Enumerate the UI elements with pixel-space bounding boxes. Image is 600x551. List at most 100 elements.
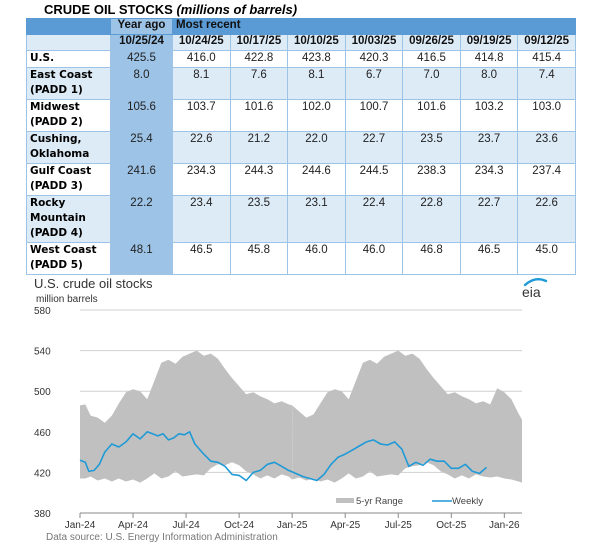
- stock-value: 238.3: [402, 163, 461, 196]
- stock-value: 22.7: [459, 195, 519, 243]
- row-label: Gulf Coast (PADD 3): [26, 163, 111, 196]
- stock-value: 7.0: [402, 67, 461, 100]
- header-date: 10/03/25: [344, 34, 404, 51]
- stock-value: 100.7: [344, 99, 404, 132]
- stock-value: 237.4: [517, 163, 576, 196]
- table-date-header-row: 10/25/24 10/24/25 10/17/25 10/10/25 10/03/25…: [26, 34, 576, 51]
- stock-value: 22.6: [172, 131, 231, 164]
- stock-value: 420.3: [344, 50, 404, 68]
- stock-value: 23.6: [517, 131, 576, 164]
- stock-value: 101.6: [402, 99, 461, 132]
- row-label-line: West Coast: [30, 244, 97, 256]
- legend-label-range: 5-yr Range: [356, 496, 403, 507]
- year-ago-value: 241.6: [110, 163, 173, 196]
- stock-value: 23.5: [402, 131, 461, 164]
- stock-value: 103.0: [517, 99, 576, 132]
- table-row: Rocky Mountain (PADD 4) 22.2 23.4 23.5 23.1 22.…: [26, 195, 576, 243]
- stock-value: 46.0: [287, 242, 346, 275]
- header-date: 10/24/25: [172, 34, 231, 51]
- stock-value: 244.6: [287, 163, 346, 196]
- data-source-note: Data source: U.S. Energy Information Adm…: [46, 532, 278, 543]
- row-label: Cushing, Oklahoma: [26, 131, 111, 164]
- chart-y-axis-label: million barrels: [36, 294, 98, 305]
- stock-value: 46.5: [459, 242, 519, 275]
- stock-value: 46.5: [172, 242, 231, 275]
- stock-value: 23.7: [459, 131, 519, 164]
- crude-stocks-chart: 380 420 460 500 540 580 Jan-24 Apr-24 Jul-24 Oct-…: [34, 306, 522, 531]
- stock-value: 102.0: [287, 99, 346, 132]
- stock-value: 103.7: [172, 99, 231, 132]
- stock-value: 21.2: [229, 131, 289, 164]
- y-tick-label: 540: [34, 347, 51, 358]
- stock-value: 22.7: [344, 131, 404, 164]
- stock-value: 46.0: [344, 242, 404, 275]
- header-date: 09/26/25: [402, 34, 461, 51]
- x-tick-label: Jul-25: [385, 520, 413, 531]
- x-tick-label: Jul-24: [172, 520, 200, 531]
- header-year-ago: Year ago: [110, 18, 173, 35]
- year-ago-value: 25.4: [110, 131, 173, 164]
- stock-value: 244.3: [229, 163, 289, 196]
- table-row: Midwest (PADD 2) 105.6 103.7 101.6 102.0 100.7…: [26, 99, 576, 132]
- row-label-line: (PADD 1): [30, 84, 83, 96]
- stock-value: 416.5: [402, 50, 461, 68]
- legend-swatch-range: [336, 498, 354, 503]
- x-tick-label: Jan-24: [65, 520, 96, 531]
- y-tick-label: 500: [34, 387, 51, 398]
- stock-value: 8.1: [287, 67, 346, 100]
- year-ago-value: 48.1: [110, 242, 173, 275]
- x-tick-label: Oct-25: [436, 520, 466, 531]
- x-tick-label: Jan-26: [489, 520, 520, 531]
- stock-value: 422.8: [229, 50, 289, 68]
- table-title-units: (millions of barrels): [176, 2, 298, 17]
- x-tick-label: Jan-25: [277, 520, 308, 531]
- table-row: West Coast (PADD 5) 48.1 46.5 45.8 46.0 46.0 46…: [26, 242, 576, 275]
- stock-value: 416.0: [172, 50, 231, 68]
- year-ago-value: 425.5: [110, 50, 173, 68]
- table-row: East Coast (PADD 1) 8.0 8.1 7.6 8.1 6.7 7.0 8.0 7…: [26, 67, 576, 100]
- row-label-line: (PADD 5): [30, 259, 83, 271]
- svg-text:eia: eia: [522, 284, 541, 300]
- year-ago-value: 8.0: [110, 67, 173, 100]
- row-label-line: Midwest: [30, 101, 80, 113]
- stock-value: 8.0: [459, 67, 519, 100]
- stock-value: 23.1: [287, 195, 346, 243]
- table-row: Gulf Coast (PADD 3) 241.6 234.3 244.3 244.6 24…: [26, 163, 576, 196]
- stock-value: 414.8: [459, 50, 519, 68]
- stock-value: 103.2: [459, 99, 519, 132]
- header-date: 10/25/24: [110, 34, 173, 51]
- y-tick-label: 420: [34, 468, 51, 479]
- weekly-stocks-line: [79, 431, 488, 482]
- header-date: 10/10/25: [287, 34, 346, 51]
- stock-value: 8.1: [172, 67, 231, 100]
- x-tick-label: Apr-24: [118, 520, 148, 531]
- header-most-recent: Most recent: [172, 18, 576, 35]
- row-label-line: U.S.: [30, 52, 55, 64]
- row-label: U.S.: [26, 50, 111, 68]
- table-group-header-row: Year ago Most recent: [26, 18, 576, 35]
- header-blank: [26, 34, 111, 51]
- crude-oil-stocks-table: Year ago Most recent 10/25/24 10/24/25 10/…: [26, 18, 576, 275]
- chart-title: U.S. crude oil stocks: [34, 276, 153, 291]
- y-tick-label: 460: [34, 428, 51, 439]
- row-label-line: Gulf Coast: [30, 165, 92, 177]
- stock-value: 7.4: [517, 67, 576, 100]
- table-title: CRUDE OIL STOCKS (millions of barrels): [44, 2, 297, 17]
- eia-logo-icon: eia: [522, 278, 548, 300]
- year-ago-value: 105.6: [110, 99, 173, 132]
- row-label-line: (PADD 3): [30, 180, 83, 192]
- stock-value: 23.4: [172, 195, 231, 243]
- stock-value: 46.8: [402, 242, 461, 275]
- stock-value: 101.6: [229, 99, 289, 132]
- stock-value: 45.8: [229, 242, 289, 275]
- y-tick-label: 380: [34, 509, 51, 520]
- row-label-line: (PADD 4): [30, 227, 83, 239]
- y-tick-label: 580: [34, 306, 51, 317]
- stock-value: 23.5: [229, 195, 289, 243]
- year-ago-value: 22.2: [110, 195, 173, 243]
- row-label: West Coast (PADD 5): [26, 242, 111, 275]
- stock-value: 7.6: [229, 67, 289, 100]
- row-label: East Coast (PADD 1): [26, 67, 111, 100]
- stock-value: 415.4: [517, 50, 576, 68]
- header-date: 09/12/25: [517, 34, 576, 51]
